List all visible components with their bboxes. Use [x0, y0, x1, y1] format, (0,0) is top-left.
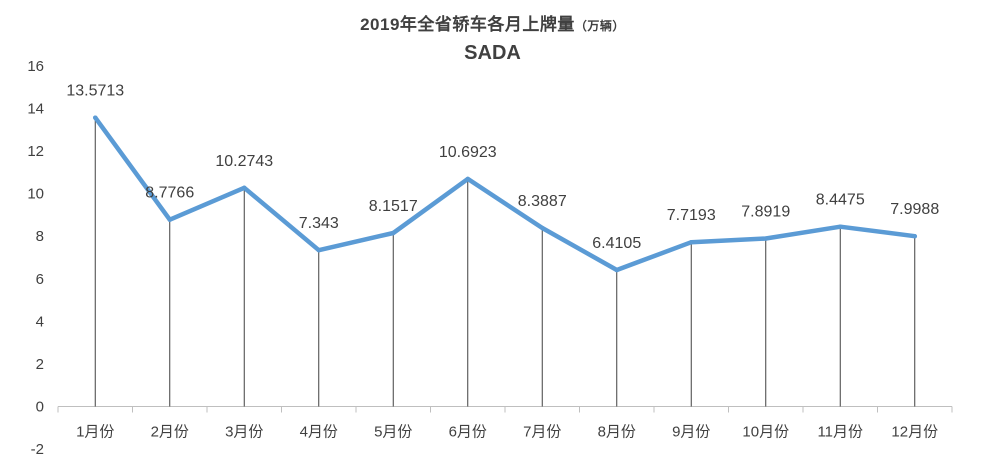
data-label: 8.4475: [816, 192, 865, 209]
data-label: 7.7193: [667, 207, 716, 224]
data-point: [167, 217, 172, 222]
x-tick-label: 8月份: [598, 423, 636, 440]
data-point: [93, 115, 98, 120]
data-point: [465, 176, 470, 182]
data-point: [689, 239, 694, 245]
data-point: [540, 225, 545, 231]
data-label: 7.8919: [741, 204, 790, 221]
data-point: [912, 234, 917, 239]
y-tick-label: 10: [27, 186, 44, 203]
data-label: 10.6923: [439, 144, 497, 161]
chart-subtitle: SADA: [464, 42, 521, 64]
data-label: 8.7766: [145, 185, 194, 202]
data-label: 7.9988: [890, 201, 939, 218]
y-tick-label: 6: [36, 271, 44, 288]
y-tick-label: 2: [36, 356, 44, 373]
data-point: [316, 248, 321, 253]
y-tick-label: 16: [27, 58, 44, 75]
x-tick-label: 1月份: [76, 423, 114, 440]
x-tick-label: 11月份: [817, 423, 863, 440]
data-label: 8.1517: [369, 198, 418, 215]
y-tick-label: -2: [31, 441, 44, 458]
y-tick-label: 8: [36, 228, 44, 245]
chart-title-text: 2019年全省轿车各月上牌量: [360, 15, 575, 34]
data-point: [838, 224, 843, 229]
data-point: [614, 267, 619, 273]
y-tick-label: 14: [27, 101, 44, 118]
y-tick-label: 4: [36, 313, 44, 330]
series-line: [93, 115, 918, 273]
chart-title-unit: （万辆）: [574, 19, 625, 33]
x-tick-label: 6月份: [449, 423, 487, 440]
y-tick-label: 0: [36, 398, 44, 415]
data-label: 10.2743: [215, 153, 273, 170]
x-tick-label: 10月份: [742, 423, 789, 440]
x-tick-label: 9月份: [672, 423, 710, 440]
x-tick-label: 5月份: [374, 423, 412, 440]
data-point: [391, 230, 396, 236]
x-tick-label: 7月份: [523, 423, 561, 440]
data-label: 6.4105: [592, 235, 641, 252]
x-tick-label: 2月份: [151, 423, 189, 440]
data-label: 13.5713: [66, 83, 124, 100]
data-point: [763, 236, 768, 241]
chart-title: 2019年全省轿车各月上牌量（万辆）: [0, 10, 985, 35]
x-tick-label: 12月份: [891, 423, 938, 440]
y-tick-label: 12: [27, 143, 44, 160]
x-tick-label: 4月份: [300, 423, 338, 440]
x-tick-label: 3月份: [225, 423, 263, 440]
data-label: 7.343: [299, 215, 339, 232]
data-point: [242, 185, 247, 191]
data-label: 8.3887: [518, 193, 567, 210]
